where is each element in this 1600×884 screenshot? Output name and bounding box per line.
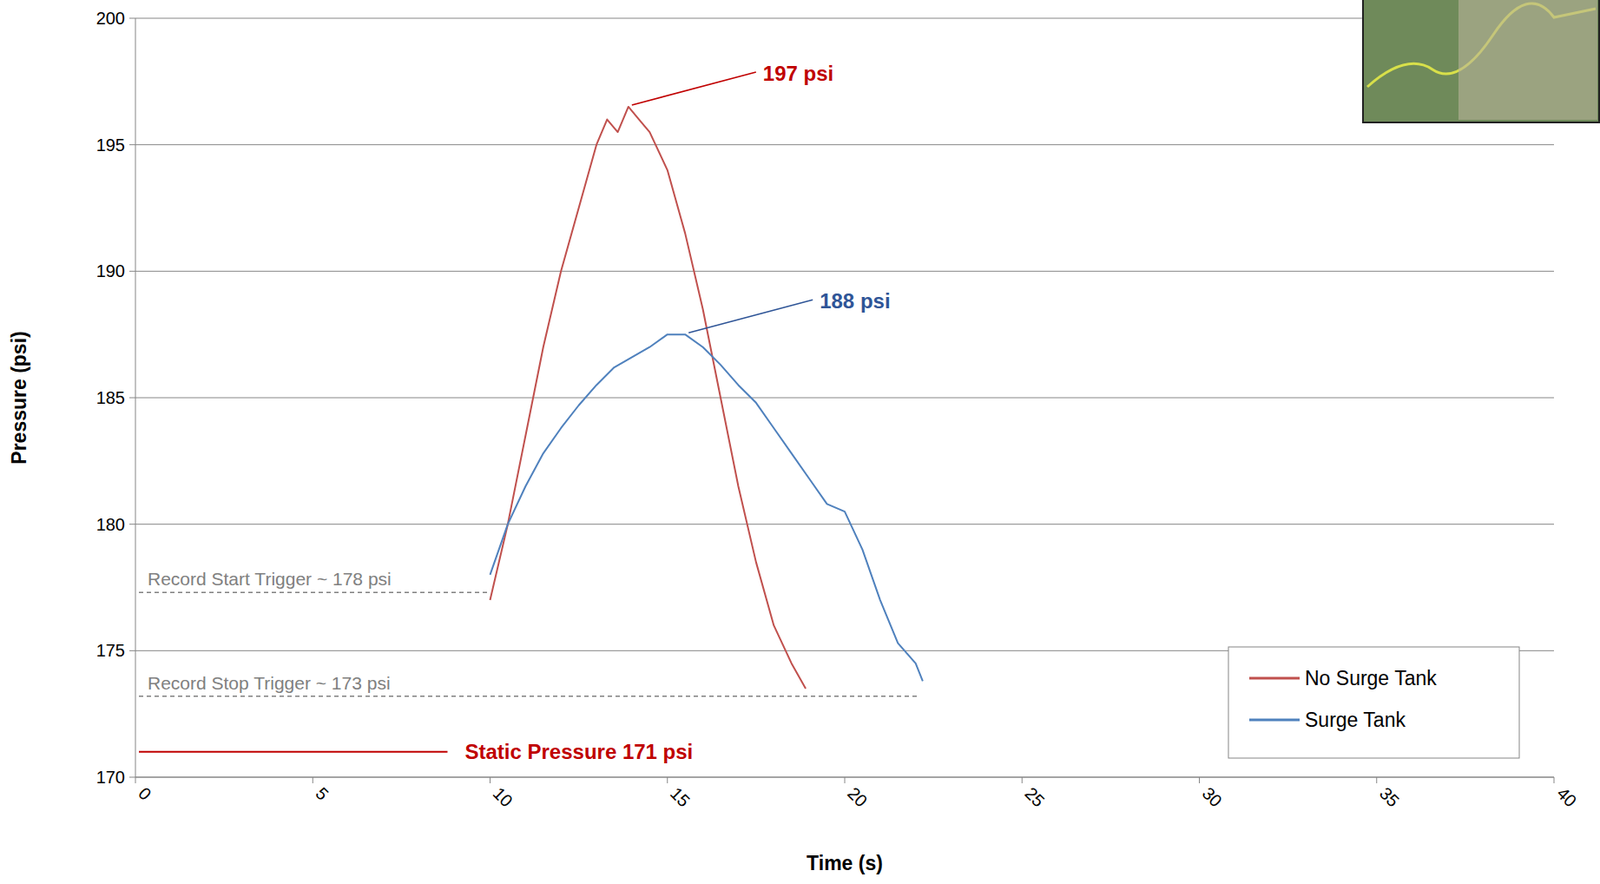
grid-line [135,270,1554,272]
x-tick [1376,776,1377,784]
legend-swatch [1249,677,1300,680]
legend-label: No Surge Tank [1304,666,1437,690]
x-tick [135,776,137,784]
grid-line [135,144,1554,145]
y-tick-label: 180 [96,514,126,534]
legend-label: Surge Tank [1304,708,1406,731]
x-tick-label: 40 [1553,783,1581,810]
y-tick-label: 200 [96,8,126,28]
chart: 170 175 180 185 190 195 200 0 5 10 15 20 25 30 35 40 Tim… [0,0,1600,884]
y-tick-label: 170 [96,767,126,787]
y-tick-label: 185 [96,388,126,408]
x-tick-label: 5 [311,783,332,804]
reference-label: Record Start Trigger ~ 178 psi [147,568,392,589]
x-tick [844,776,846,784]
y-tick [129,18,136,20]
x-axis-title: Time (s) [806,851,883,875]
y-tick [129,650,136,652]
series-line [490,106,807,689]
annotation-leader [632,72,757,106]
y-axis-title: Pressure (psi) [7,330,31,464]
legend-box [1228,646,1520,758]
legend-swatch [1249,718,1300,722]
background [0,0,1600,884]
reference-line [138,695,920,698]
annotation: 197 psi [763,61,834,86]
reference-line [138,592,491,594]
y-tick [129,144,136,145]
grid-line [135,523,1554,525]
x-tick-label: 0 [134,783,155,804]
x-tick-label: 10 [489,783,517,810]
x-tick-label: 20 [843,783,871,810]
x-tick-label: 35 [1376,783,1403,810]
x-tick [312,776,314,784]
annotation: 188 psi [819,289,890,313]
inset-frame [1362,0,1600,123]
legend: No Surge Tank Surge Tank [1228,646,1520,758]
x-tick [1553,776,1555,784]
y-axis [135,18,137,777]
x-tick-label: 30 [1198,783,1226,810]
y-tick-label: 190 [96,261,126,281]
y-tick [129,776,136,778]
x-tick [1021,776,1023,784]
series-line [490,334,923,681]
y-tick-label: 175 [96,640,126,660]
grid-line [135,18,1554,20]
plot-area [490,106,923,689]
reference-label: Record Stop Trigger ~ 173 psi [147,672,391,693]
y-tick [129,270,136,272]
y-tick [129,397,136,399]
x-tick [1198,776,1200,784]
reference-label: Static Pressure 171 psi [464,739,693,764]
annotation-leader [688,299,813,333]
x-tick-label: 25 [1020,783,1048,810]
inset-land [1458,0,1598,120]
y-tick-label: 195 [96,135,126,155]
grid-line [135,397,1554,399]
x-tick [489,776,491,784]
x-tick-label: 15 [666,783,694,810]
reference-line [138,750,448,753]
x-tick [666,776,668,784]
inset-map [1362,0,1600,123]
y-tick [129,523,136,525]
